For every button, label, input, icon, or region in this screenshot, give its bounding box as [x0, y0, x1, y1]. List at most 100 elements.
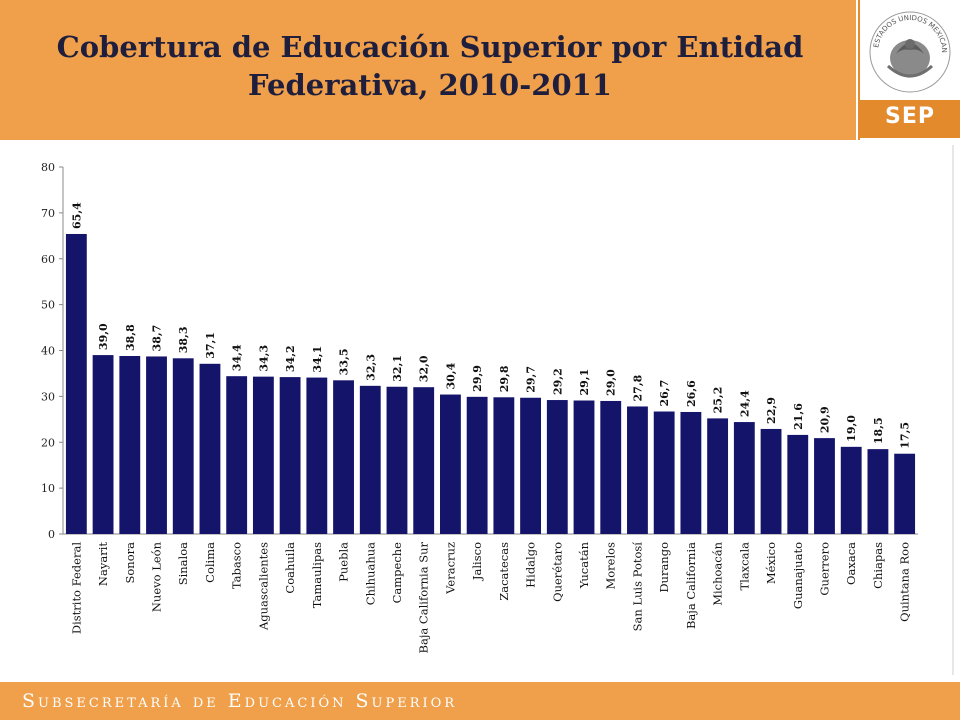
category-label: Nayarit [96, 542, 110, 586]
bar [359, 385, 381, 534]
bar-value-label: 34,4 [231, 344, 244, 371]
bar-value-label: 22,9 [765, 397, 778, 424]
bar [627, 406, 648, 534]
category-label: Baja California [684, 542, 698, 629]
bar [119, 356, 141, 534]
bar-value-label: 20,9 [818, 406, 831, 433]
bar [840, 446, 862, 534]
bar-value-label: 34,1 [311, 346, 324, 373]
y-tick-label: 50 [41, 299, 55, 312]
y-tick-label: 70 [41, 207, 55, 220]
y-tick-label: 80 [41, 161, 55, 174]
category-label: Baja California Sur [417, 541, 431, 653]
sep-label: SEP [885, 104, 935, 129]
bar [65, 233, 87, 534]
footer-text: Subsecretaría de Educación Superior [22, 690, 458, 712]
category-label: Querétaro [550, 542, 564, 602]
bar [226, 376, 248, 534]
header-banner: Cobertura de Educación Superior por Enti… [0, 0, 856, 140]
category-label: San Luis Potosí [630, 542, 644, 632]
bar [279, 377, 301, 534]
bar-value-label: 32,3 [364, 354, 377, 381]
category-label: Zacatecas [497, 542, 511, 601]
bar-value-label: 34,2 [284, 345, 297, 372]
bar-value-label: 26,7 [658, 380, 671, 407]
bar [653, 411, 675, 534]
bar-value-label: 24,4 [738, 390, 751, 417]
bar-value-label: 37,1 [204, 332, 217, 359]
category-label: Michoacán [711, 541, 725, 605]
category-label: Sonora [123, 542, 137, 584]
national-seal-icon: ESTADOS UNIDOS MEXICANOS [866, 2, 951, 93]
bar [546, 400, 568, 534]
category-label: Hidalgo [524, 542, 538, 588]
bar [199, 363, 221, 534]
y-tick-label: 60 [41, 253, 55, 266]
y-tick-label: 10 [41, 482, 55, 495]
category-label: México [764, 542, 778, 584]
category-label: Campeche [390, 542, 404, 604]
bar-value-label: 29,2 [551, 368, 564, 395]
title-line-1: Cobertura de Educación Superior por Enti… [56, 30, 804, 64]
bar-value-label: 29,7 [525, 366, 538, 393]
title-line-2: Federativa, 2010-2011 [248, 68, 612, 102]
bar [814, 438, 835, 534]
bar [760, 428, 782, 534]
category-label: Tlaxcala [737, 542, 751, 591]
category-label: Morelos [604, 542, 618, 590]
bar-value-label: 39,0 [97, 323, 110, 350]
category-label: Jalisco [470, 542, 484, 581]
bar [680, 411, 702, 534]
category-label: Puebla [337, 542, 351, 582]
bar [92, 355, 114, 534]
bar [466, 396, 488, 534]
category-label: Veracruz [443, 542, 457, 595]
chart-area: 0 10 20 30 40 50 60 70 80 65,4 Distrito Federal 39,… [8, 145, 954, 675]
category-label: Guanajuato [791, 542, 805, 609]
y-tick-label: 30 [41, 390, 55, 403]
bar-value-label: 38,7 [151, 325, 164, 352]
bar [172, 358, 194, 534]
bar [600, 400, 622, 534]
bar-value-label: 65,4 [70, 202, 83, 229]
bar [440, 394, 461, 534]
bar [493, 397, 515, 534]
bar-value-label: 38,3 [177, 327, 190, 354]
bar-value-label: 21,6 [792, 403, 805, 430]
bar-value-label: 29,8 [498, 365, 511, 392]
category-label: Oaxaca [844, 542, 858, 585]
bar-value-label: 33,5 [338, 349, 351, 376]
bar [252, 376, 274, 534]
bar [413, 387, 435, 534]
category-label: Nuevo León [150, 541, 164, 612]
bar-value-label: 25,2 [712, 387, 725, 414]
page-title: Cobertura de Educación Superior por Enti… [40, 28, 820, 104]
bar-value-label: 30,4 [444, 362, 457, 389]
sep-logo: SEP [860, 100, 960, 138]
category-label: Sinaloa [176, 542, 190, 585]
bar [787, 434, 809, 534]
bar-value-label: 32,0 [418, 355, 431, 382]
bar-value-label: 29,9 [471, 365, 484, 392]
logo-divider [858, 0, 860, 140]
category-label: Coahuila [283, 542, 297, 594]
bar-value-label: 29,1 [578, 369, 591, 396]
category-label: Aguascalientes [256, 542, 270, 631]
bar [733, 422, 755, 534]
bar [894, 453, 916, 534]
bar [520, 397, 541, 534]
y-tick-label: 20 [41, 436, 55, 449]
bar [573, 400, 595, 534]
category-label: Colima [203, 542, 217, 583]
bar-value-label: 32,1 [391, 355, 404, 382]
bar [333, 380, 354, 534]
y-tick-label: 40 [41, 345, 55, 358]
bar-value-label: 34,3 [257, 345, 270, 372]
bar [386, 386, 408, 534]
footer-banner: Subsecretaría de Educación Superior [0, 682, 960, 720]
y-tick-label: 0 [48, 528, 55, 541]
category-label: Durango [657, 542, 671, 593]
bar-value-label: 18,5 [872, 417, 885, 444]
category-label: Chihuahua [363, 542, 377, 605]
bar-value-label: 29,0 [605, 369, 618, 396]
